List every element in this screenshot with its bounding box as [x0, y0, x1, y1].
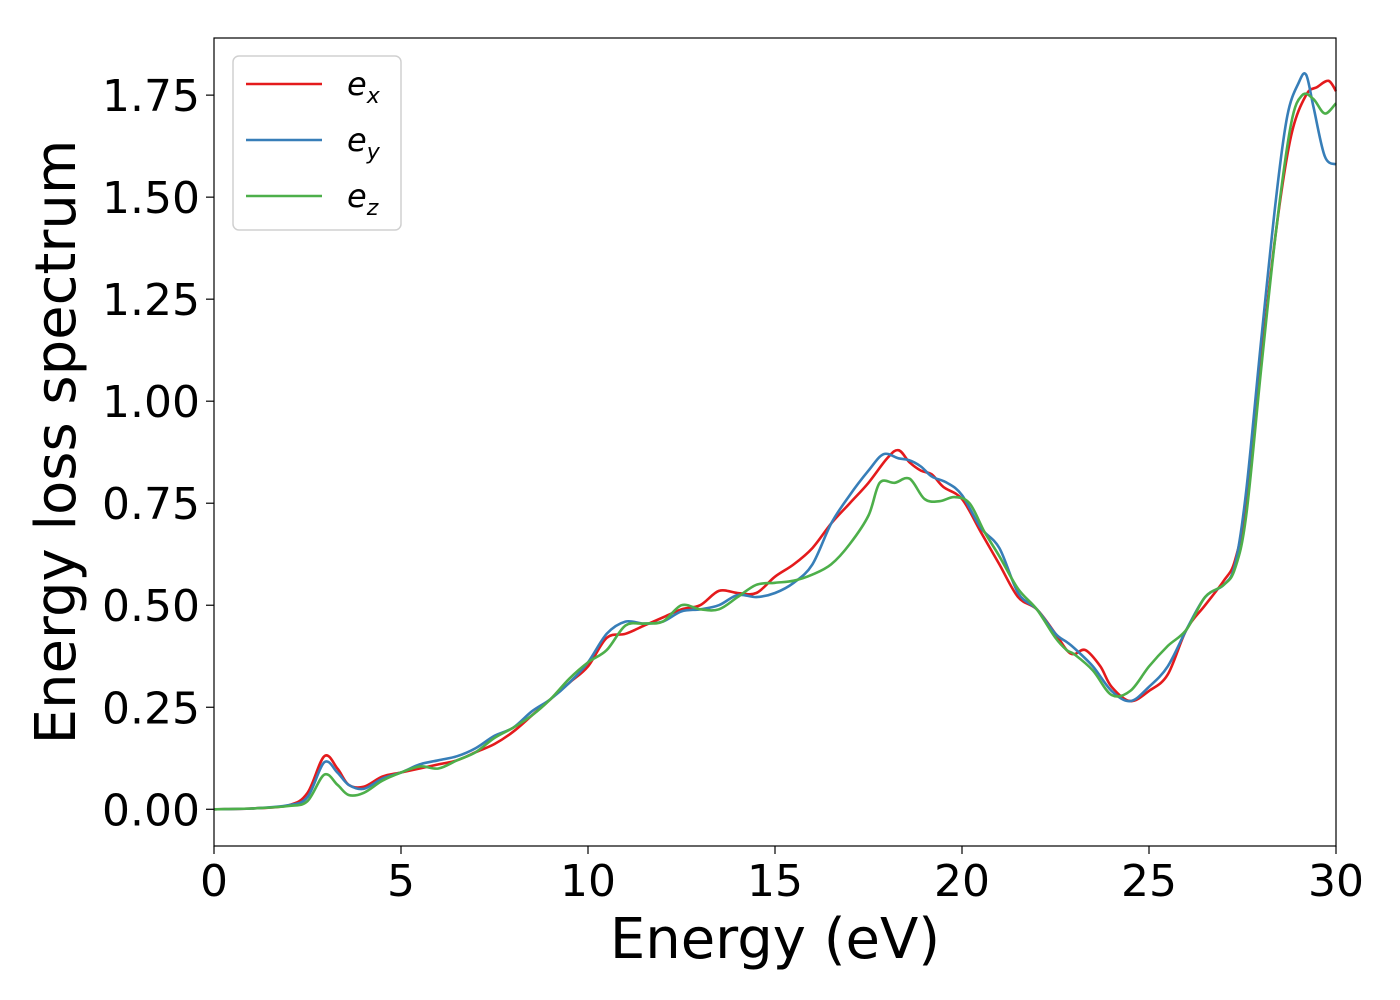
- legend-label-ex: ex: [347, 65, 381, 109]
- legend-label-ey: ey: [347, 121, 381, 165]
- x-tick-label: 10: [560, 856, 616, 907]
- y-axis-title: Energy loss spectrum: [24, 140, 89, 745]
- y-tick-label: 0.00: [102, 785, 200, 836]
- series-line-ez: [213, 92, 1337, 811]
- legend: ex ey ez: [232, 55, 402, 231]
- series-line-ex: [213, 79, 1338, 811]
- y-tick-label: 0.50: [102, 581, 200, 632]
- legend-label-ez: ez: [347, 177, 379, 221]
- x-tick-label: 20: [934, 856, 990, 907]
- x-tick-label: 15: [747, 856, 803, 907]
- x-tick-label: 30: [1308, 856, 1364, 907]
- x-tick-label: 5: [387, 856, 415, 907]
- x-tick-label: 0: [200, 856, 228, 907]
- y-tick-label: 1.00: [102, 377, 200, 428]
- x-tick-label: 25: [1121, 856, 1177, 907]
- y-tick-label: 1.50: [102, 173, 200, 224]
- legend-box: [232, 55, 402, 231]
- legend-items: ex ey ez: [246, 65, 381, 221]
- y-tick-label: 0.75: [102, 479, 200, 530]
- x-axis-title: Energy (eV): [610, 907, 940, 972]
- y-tick-label: 0.25: [102, 683, 200, 734]
- series-layer: [213, 71, 1338, 811]
- y-tick-label: 1.75: [102, 71, 200, 122]
- y-tick-label: 1.25: [102, 275, 200, 326]
- x-axis: 0 5 10 15 20 25 30: [200, 846, 1364, 907]
- y-axis: 0.00 0.25 0.50 0.75 1.00 1.25 1.50 1.75: [102, 71, 214, 836]
